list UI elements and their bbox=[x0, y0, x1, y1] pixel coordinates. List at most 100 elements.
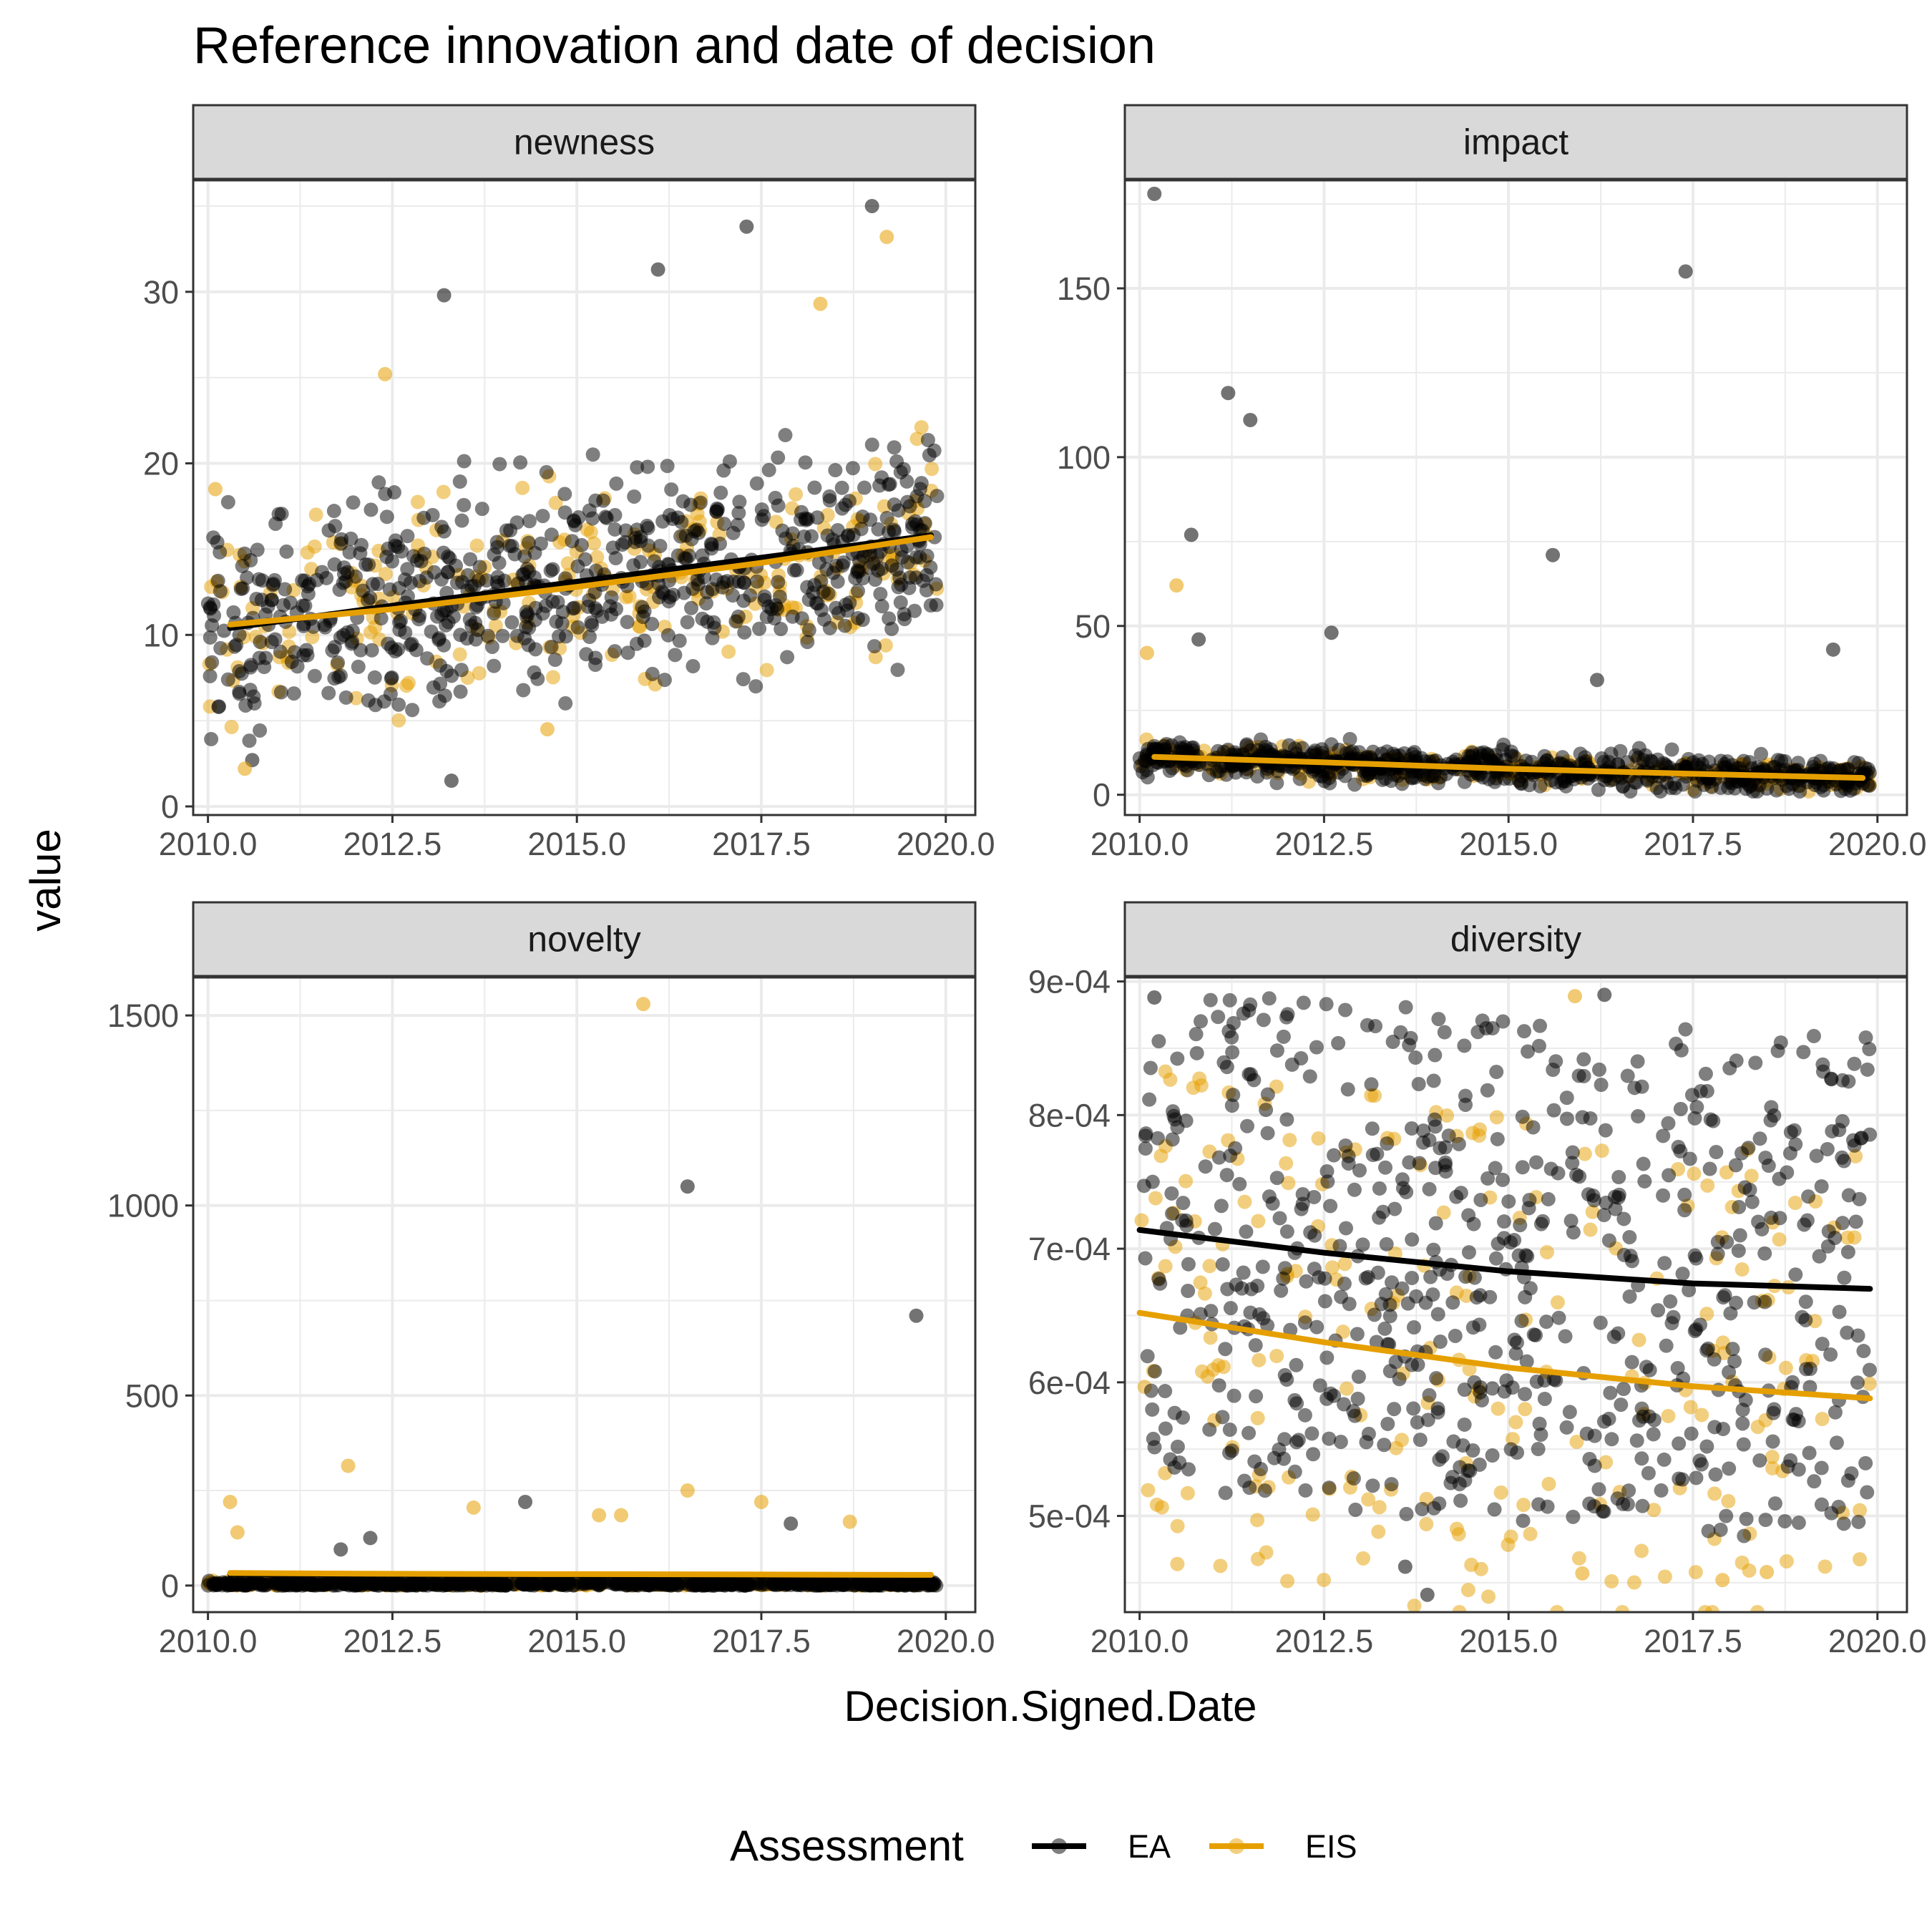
point-ea bbox=[1832, 1304, 1847, 1319]
point-ea bbox=[1133, 758, 1148, 774]
point-eis bbox=[1594, 1143, 1609, 1158]
point-ea bbox=[243, 683, 258, 698]
y-tick-label: 150 bbox=[1057, 270, 1111, 307]
point-ea bbox=[1838, 781, 1853, 796]
point-ea bbox=[212, 699, 227, 714]
point-ea bbox=[1851, 1514, 1866, 1529]
point-ea bbox=[251, 572, 266, 587]
point-eis bbox=[1697, 1605, 1712, 1612]
point-ea bbox=[1393, 1025, 1408, 1040]
point-ea bbox=[363, 590, 378, 605]
point-ea bbox=[1399, 1506, 1414, 1521]
point-ea bbox=[660, 628, 675, 643]
point-ea bbox=[1323, 1199, 1338, 1214]
point-ea bbox=[1828, 1405, 1843, 1420]
point-ea bbox=[1449, 1189, 1464, 1204]
point-ea bbox=[279, 544, 294, 559]
point-ea bbox=[1216, 1055, 1231, 1070]
point-ea bbox=[1170, 1439, 1185, 1454]
point-ea bbox=[1458, 1269, 1473, 1284]
point-ea bbox=[363, 1531, 378, 1546]
point-ea bbox=[1224, 1030, 1239, 1045]
point-ea bbox=[1539, 753, 1554, 769]
point-eis bbox=[909, 431, 924, 447]
point-ea bbox=[346, 495, 361, 510]
point-ea bbox=[1601, 1411, 1616, 1426]
point-ea bbox=[1682, 1151, 1697, 1166]
point-ea bbox=[1425, 1287, 1440, 1302]
point-ea bbox=[1566, 1509, 1581, 1524]
x-tick-label: 2012.5 bbox=[1275, 826, 1374, 862]
point-ea bbox=[780, 650, 795, 665]
point-ea bbox=[1767, 1496, 1782, 1511]
point-ea bbox=[1408, 1050, 1423, 1065]
point-ea bbox=[1807, 1474, 1822, 1489]
point-ea bbox=[907, 603, 922, 618]
point-ea bbox=[731, 505, 746, 520]
point-ea bbox=[912, 550, 927, 565]
point-ea bbox=[1716, 1421, 1731, 1436]
point-eis bbox=[868, 457, 883, 472]
point-ea bbox=[1243, 412, 1258, 427]
point-eis bbox=[1361, 1492, 1376, 1507]
point-ea bbox=[518, 1494, 533, 1509]
point-eis bbox=[1473, 1561, 1488, 1576]
point-ea bbox=[897, 1577, 912, 1592]
point-ea bbox=[205, 618, 220, 633]
point-ea bbox=[1662, 1168, 1677, 1183]
point-ea bbox=[419, 570, 434, 585]
point-ea bbox=[416, 546, 431, 561]
point-ea bbox=[1850, 1328, 1865, 1343]
strip-label-novelty: novelty bbox=[527, 919, 640, 960]
point-ea bbox=[1319, 1163, 1335, 1179]
point-ea bbox=[742, 1577, 757, 1592]
point-ea bbox=[1140, 1349, 1155, 1364]
point-ea bbox=[1517, 1024, 1532, 1039]
point-ea bbox=[798, 455, 813, 470]
point-ea bbox=[206, 530, 221, 545]
point-ea bbox=[1458, 1473, 1473, 1488]
point-eis bbox=[1237, 1194, 1252, 1209]
point-ea bbox=[1576, 1052, 1591, 1067]
point-ea bbox=[736, 672, 751, 687]
point-ea bbox=[1828, 1230, 1843, 1245]
point-ea bbox=[1262, 991, 1277, 1006]
point-ea bbox=[1815, 1337, 1830, 1352]
point-ea bbox=[1710, 1246, 1725, 1262]
point-ea bbox=[1693, 1083, 1708, 1098]
point-ea bbox=[904, 517, 919, 532]
point-ea bbox=[1402, 1038, 1417, 1053]
point-ea bbox=[1514, 1314, 1529, 1329]
point-ea bbox=[1735, 1416, 1750, 1431]
point-ea bbox=[1250, 1278, 1265, 1293]
point-ea bbox=[894, 542, 909, 557]
point-ea bbox=[558, 696, 573, 711]
point-ea bbox=[495, 628, 510, 643]
point-ea bbox=[1382, 1309, 1397, 1324]
point-ea bbox=[1757, 1246, 1772, 1261]
point-ea bbox=[405, 703, 420, 718]
point-eis bbox=[1683, 1400, 1698, 1415]
point-ea bbox=[886, 1576, 901, 1591]
point-ea bbox=[840, 603, 855, 618]
point-ea bbox=[592, 1578, 607, 1593]
point-ea bbox=[1448, 752, 1463, 767]
point-ea bbox=[1757, 1294, 1772, 1309]
y-tick-label: 0 bbox=[161, 1568, 179, 1604]
point-ea bbox=[522, 514, 537, 529]
point-ea bbox=[1287, 1464, 1302, 1479]
point-ea bbox=[1823, 1347, 1838, 1362]
point-ea bbox=[845, 461, 860, 476]
point-ea bbox=[611, 1576, 626, 1591]
point-ea bbox=[1689, 1470, 1704, 1485]
point-ea bbox=[604, 590, 619, 605]
point-ea bbox=[1791, 1462, 1806, 1477]
point-ea bbox=[1586, 1193, 1601, 1208]
point-ea bbox=[1176, 1196, 1191, 1211]
point-ea bbox=[892, 570, 907, 585]
point-ea bbox=[382, 1576, 397, 1591]
point-ea bbox=[1611, 1326, 1626, 1341]
point-ea bbox=[517, 549, 532, 564]
point-ea bbox=[1635, 1498, 1650, 1513]
point-ea bbox=[308, 1578, 323, 1593]
